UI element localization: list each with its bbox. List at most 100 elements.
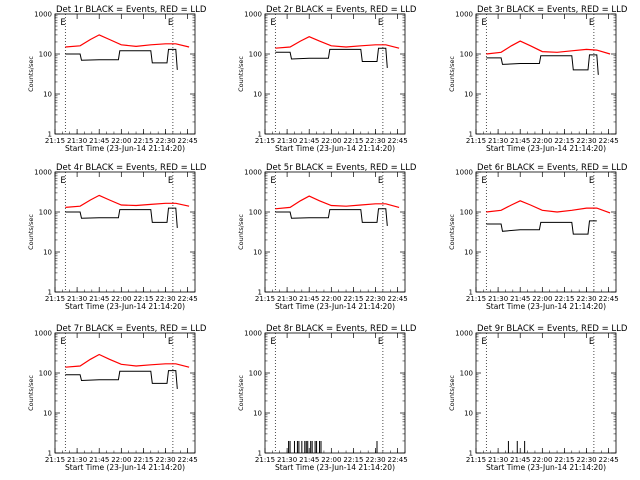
x-tick-label: 22:00 bbox=[111, 295, 131, 303]
series-line-lld bbox=[486, 40, 611, 55]
x-tick-label: 22:15 bbox=[343, 137, 363, 145]
y-axis-label: Counts/sec bbox=[448, 214, 456, 250]
y-axis-label: Counts/sec bbox=[448, 56, 456, 92]
x-tick-label: 22:30 bbox=[365, 456, 385, 464]
y-tick-label: 10 bbox=[253, 410, 262, 418]
x-tick-label: 22:30 bbox=[155, 137, 175, 145]
y-tick-label: 1 bbox=[48, 289, 52, 297]
x-tick-label: 21:30 bbox=[67, 295, 87, 303]
y-tick-label: 1000 bbox=[455, 169, 473, 177]
chart-title: Det 1r BLACK = Events, RED = LLD bbox=[56, 5, 207, 15]
x-axis-label: Start Time (23-Jun-14 21:14:20) bbox=[486, 302, 606, 311]
x-tick-label: 22:00 bbox=[532, 456, 552, 464]
y-tick-label: 10 bbox=[464, 249, 473, 257]
x-tick-label: 21:15 bbox=[255, 137, 275, 145]
chart-title: Det 9r BLACK = Events, RED = LLD bbox=[477, 324, 628, 334]
y-tick-label: 10 bbox=[464, 410, 473, 418]
marker-label: E bbox=[589, 176, 594, 186]
marker-label: E bbox=[481, 337, 486, 347]
x-tick-label: 22:45 bbox=[178, 456, 198, 464]
y-tick-label: 10 bbox=[253, 249, 262, 257]
y-tick-label: 1 bbox=[258, 131, 262, 139]
series-line-events bbox=[486, 220, 597, 235]
plot-frame bbox=[264, 13, 406, 135]
x-axis-label: Start Time (23-Jun-14 21:14:20) bbox=[275, 144, 395, 153]
marker-label: E bbox=[168, 337, 173, 347]
x-tick-label: 22:15 bbox=[554, 456, 574, 464]
marker-label: E bbox=[270, 176, 275, 186]
y-axis-label: Counts/sec bbox=[237, 214, 245, 250]
y-axis-label: Counts/sec bbox=[27, 56, 35, 92]
x-tick-label: 22:45 bbox=[178, 295, 198, 303]
x-tick-label: 21:30 bbox=[67, 456, 87, 464]
x-tick-label: 22:00 bbox=[532, 295, 552, 303]
chart-title: Det 6r BLACK = Events, RED = LLD bbox=[477, 163, 628, 173]
marker-label: E bbox=[481, 18, 486, 28]
x-tick-label: 21:15 bbox=[45, 456, 65, 464]
y-tick-label: 1000 bbox=[34, 169, 52, 177]
x-tick-label: 22:45 bbox=[388, 456, 408, 464]
x-tick-label: 21:30 bbox=[488, 456, 508, 464]
plot-frame bbox=[54, 332, 196, 454]
plot-frame bbox=[475, 171, 617, 293]
x-tick-label: 22:00 bbox=[111, 137, 131, 145]
x-axis-label: Start Time (23-Jun-14 21:14:20) bbox=[275, 463, 395, 472]
marker-label: E bbox=[589, 337, 594, 347]
x-tick-label: 22:30 bbox=[365, 137, 385, 145]
x-tick-label: 21:15 bbox=[466, 295, 486, 303]
x-tick-label: 22:15 bbox=[133, 295, 153, 303]
chart-title: Det 5r BLACK = Events, RED = LLD bbox=[266, 163, 417, 173]
marker-label: E bbox=[378, 18, 383, 28]
y-tick-label: 10 bbox=[43, 249, 52, 257]
series-line-events bbox=[65, 48, 178, 70]
series-line-lld bbox=[65, 353, 190, 368]
x-tick-label: 22:00 bbox=[532, 137, 552, 145]
x-tick-label: 21:30 bbox=[67, 137, 87, 145]
x-tick-label: 22:45 bbox=[599, 295, 619, 303]
y-axis-label: Counts/sec bbox=[448, 375, 456, 411]
y-tick-label: 1000 bbox=[34, 330, 52, 338]
x-tick-label: 22:30 bbox=[576, 456, 596, 464]
marker-label: E bbox=[481, 176, 486, 186]
x-tick-label: 22:15 bbox=[343, 295, 363, 303]
x-tick-label: 22:30 bbox=[155, 456, 175, 464]
series-line-events bbox=[65, 207, 178, 228]
x-tick-label: 21:45 bbox=[510, 456, 530, 464]
x-tick-label: 22:45 bbox=[599, 137, 619, 145]
plot-frame bbox=[475, 332, 617, 454]
y-axis-label: Counts/sec bbox=[237, 56, 245, 92]
y-tick-label: 1 bbox=[48, 131, 52, 139]
marker-label: E bbox=[378, 176, 383, 186]
x-tick-label: 21:15 bbox=[45, 295, 65, 303]
y-tick-label: 1 bbox=[258, 450, 262, 458]
y-tick-label: 10 bbox=[253, 91, 262, 99]
y-tick-label: 100 bbox=[460, 370, 473, 378]
x-tick-label: 22:00 bbox=[321, 137, 341, 145]
x-tick-label: 22:45 bbox=[599, 456, 619, 464]
marker-label: E bbox=[270, 337, 275, 347]
x-tick-label: 22:00 bbox=[321, 456, 341, 464]
y-tick-label: 10 bbox=[43, 410, 52, 418]
x-tick-label: 21:15 bbox=[466, 137, 486, 145]
plot-frame bbox=[54, 13, 196, 135]
series-line-events bbox=[65, 370, 178, 389]
chart-title: Det 7r BLACK = Events, RED = LLD bbox=[56, 324, 207, 334]
x-tick-label: 21:45 bbox=[89, 456, 109, 464]
x-tick-label: 22:30 bbox=[576, 137, 596, 145]
y-tick-label: 100 bbox=[249, 370, 262, 378]
series-line-events bbox=[486, 54, 599, 75]
x-tick-label: 22:30 bbox=[576, 295, 596, 303]
x-tick-label: 21:30 bbox=[488, 137, 508, 145]
y-tick-label: 1 bbox=[48, 450, 52, 458]
series-line-lld bbox=[65, 194, 190, 208]
y-tick-label: 1 bbox=[469, 131, 473, 139]
x-tick-label: 22:45 bbox=[388, 295, 408, 303]
plot-frame bbox=[475, 13, 617, 135]
x-tick-label: 21:15 bbox=[45, 137, 65, 145]
y-tick-label: 10 bbox=[43, 91, 52, 99]
x-axis-label: Start Time (23-Jun-14 21:14:20) bbox=[486, 144, 606, 153]
series-line-lld bbox=[65, 34, 190, 48]
